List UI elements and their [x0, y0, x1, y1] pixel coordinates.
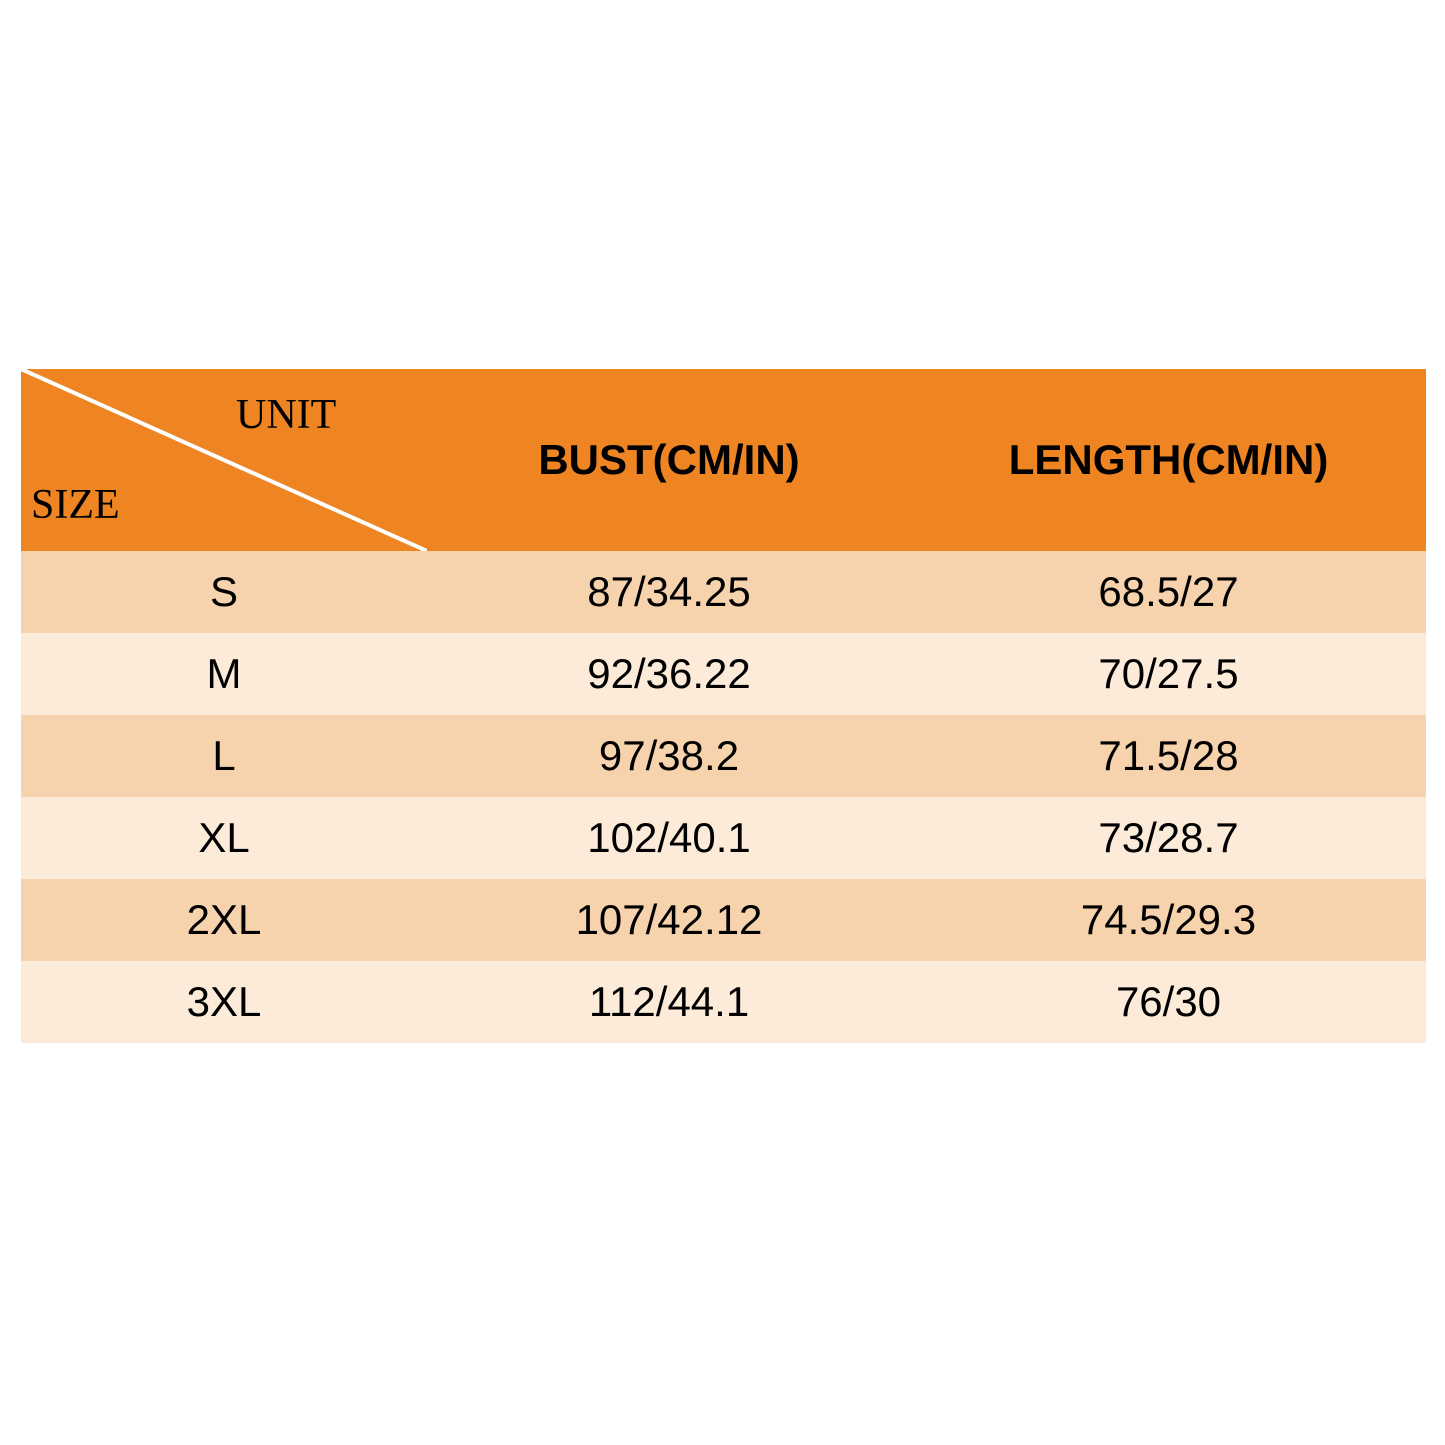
stage: UNIT SIZE BUST(CM/IN) LENGTH(CM/IN) S 87…: [0, 0, 1445, 1445]
size-chart-table: UNIT SIZE BUST(CM/IN) LENGTH(CM/IN) S 87…: [21, 369, 1426, 1043]
cell-bust: 107/42.12: [427, 879, 911, 961]
cell-size: 2XL: [21, 879, 427, 961]
table-row: XL 102/40.1 73/28.7: [21, 797, 1426, 879]
cell-bust: 87/34.25: [427, 551, 911, 633]
table-row: 2XL 107/42.12 74.5/29.3: [21, 879, 1426, 961]
header-length: LENGTH(CM/IN): [911, 369, 1426, 551]
cell-size: M: [21, 633, 427, 715]
cell-length: 73/28.7: [911, 797, 1426, 879]
header-bust: BUST(CM/IN): [427, 369, 911, 551]
cell-bust: 112/44.1: [427, 961, 911, 1043]
table-body: S 87/34.25 68.5/27 M 92/36.22 70/27.5 L …: [21, 551, 1426, 1043]
header-row: UNIT SIZE BUST(CM/IN) LENGTH(CM/IN): [21, 369, 1426, 551]
cell-size: XL: [21, 797, 427, 879]
table-row: M 92/36.22 70/27.5: [21, 633, 1426, 715]
header-unit-label: UNIT: [236, 391, 336, 439]
table-row: 3XL 112/44.1 76/30: [21, 961, 1426, 1043]
cell-size: 3XL: [21, 961, 427, 1043]
table-row: S 87/34.25 68.5/27: [21, 551, 1426, 633]
cell-size: S: [21, 551, 427, 633]
cell-size: L: [21, 715, 427, 797]
table-row: L 97/38.2 71.5/28: [21, 715, 1426, 797]
cell-length: 70/27.5: [911, 633, 1426, 715]
cell-length: 68.5/27: [911, 551, 1426, 633]
header-size-unit-cell: UNIT SIZE: [21, 369, 427, 551]
size-chart-container: UNIT SIZE BUST(CM/IN) LENGTH(CM/IN) S 87…: [21, 369, 1426, 1043]
cell-length: 71.5/28: [911, 715, 1426, 797]
cell-bust: 92/36.22: [427, 633, 911, 715]
header-size-label: SIZE: [31, 481, 120, 529]
cell-length: 76/30: [911, 961, 1426, 1043]
cell-bust: 102/40.1: [427, 797, 911, 879]
cell-bust: 97/38.2: [427, 715, 911, 797]
cell-length: 74.5/29.3: [911, 879, 1426, 961]
